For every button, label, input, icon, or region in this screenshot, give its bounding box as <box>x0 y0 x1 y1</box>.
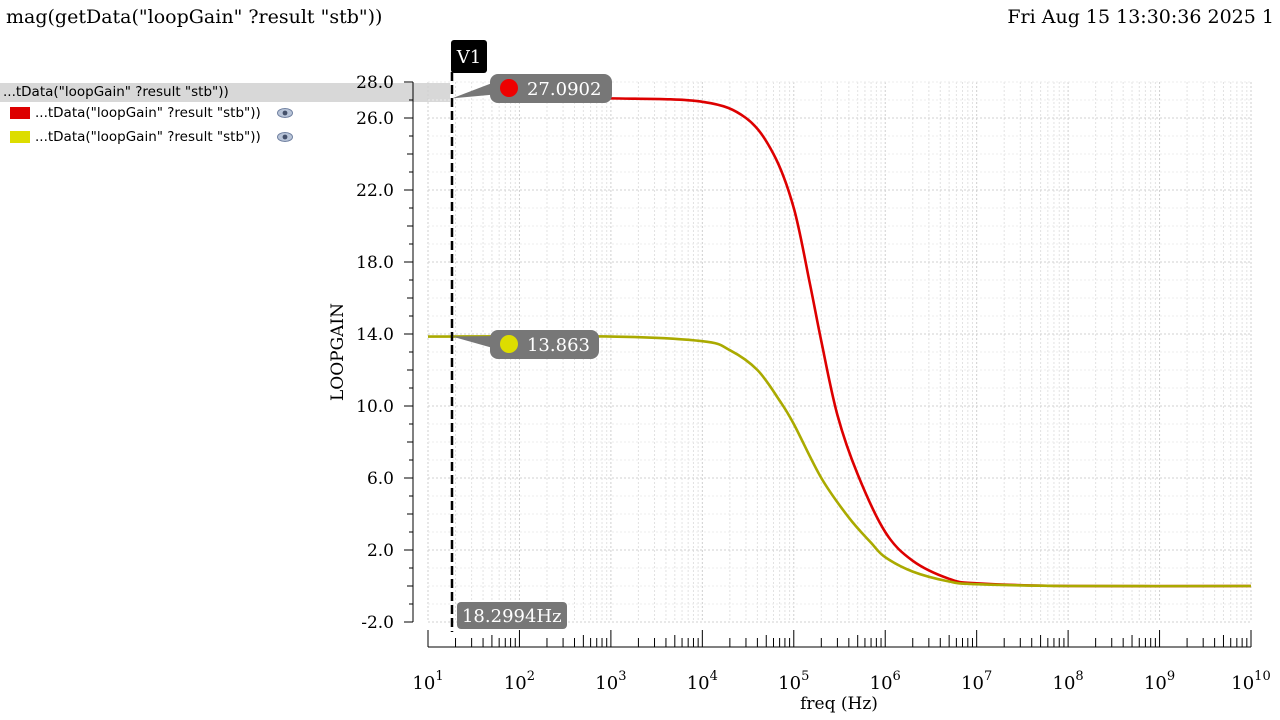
marker-name: V1 <box>456 47 481 68</box>
legend-group-label: ...tData("loopGain" ?result "stb")) <box>3 84 229 100</box>
legend-swatch-red <box>10 107 30 119</box>
series-layer <box>427 96 1252 588</box>
marker-tag <box>450 40 487 73</box>
y-tick-label: 22.0 <box>356 181 394 201</box>
x-tick-label: 1010 <box>1231 669 1270 694</box>
y-tick-label: 2.0 <box>367 541 394 561</box>
x-axis-label: freq (Hz) <box>800 694 878 714</box>
x-tick-label: 105 <box>778 669 809 694</box>
readout-dot <box>499 79 518 97</box>
x-tick-label-exponent: 3 <box>618 669 626 684</box>
x-tick-label-base: 10 <box>1231 673 1254 694</box>
x-tick-label-exponent: 5 <box>801 669 809 684</box>
y-tick-label: 18.0 <box>356 253 394 273</box>
readout-box <box>489 330 599 359</box>
x-tick-label-exponent: 1 <box>435 669 443 684</box>
x-tick-label-exponent: 8 <box>1075 669 1083 684</box>
vertical-marker-v1[interactable]: V1 18.2994Hz 27.0902 13.863 <box>450 40 612 632</box>
x-tick-label-exponent: 7 <box>984 669 992 684</box>
x-tick-label-exponent: 10 <box>1254 669 1271 684</box>
legend-item-yellow[interactable]: ...tData("loopGain" ?result "stb")) <box>10 127 294 147</box>
x-tick-label-base: 10 <box>412 673 435 694</box>
x-tick-label-base: 10 <box>687 673 710 694</box>
x-tick-label-base: 10 <box>778 673 801 694</box>
y-tick-label: 26.0 <box>356 109 394 129</box>
x-tick-label-exponent: 9 <box>1167 669 1175 684</box>
y-tick-label: -2.0 <box>361 613 394 633</box>
legend-item-label: ...tData("loopGain" ?result "stb")) <box>35 129 261 145</box>
timestamp: Fri Aug 15 13:30:36 2025 1 <box>1007 6 1274 28</box>
grid-lines <box>427 81 1252 623</box>
y-tick-label: 6.0 <box>367 469 394 489</box>
readout-value: 27.0902 <box>527 79 601 100</box>
plot-title: mag(getData("loopGain" ?result "stb")) <box>6 6 383 28</box>
legend-swatch-yellow <box>10 131 30 143</box>
x-tick-label-base: 10 <box>961 673 984 694</box>
readout-value: 13.863 <box>527 335 590 356</box>
x-tick-label: 108 <box>1053 669 1084 694</box>
readout-dot <box>499 335 518 353</box>
x-tick-label: 101 <box>412 669 443 694</box>
x-tick-label-exponent: 2 <box>527 669 535 684</box>
x-tick-label: 102 <box>504 669 535 694</box>
x-tick-label-base: 10 <box>504 673 527 694</box>
x-tick-label: 106 <box>870 669 901 694</box>
x-tick-label: 107 <box>961 669 992 694</box>
y-tick-label: 14.0 <box>356 325 394 345</box>
readout-pointer <box>451 80 500 99</box>
series-line-red <box>499 96 1252 588</box>
x-tick-label: 103 <box>595 669 626 694</box>
x-tick-label-base: 10 <box>1144 673 1167 694</box>
x-tick-label-base: 10 <box>595 673 618 694</box>
legend-item-red[interactable]: ...tData("loopGain" ?result "stb")) <box>10 103 294 123</box>
legend-item-label: ...tData("loopGain" ?result "stb")) <box>35 105 261 121</box>
x-tick-label: 104 <box>687 669 718 694</box>
x-tick-label-exponent: 6 <box>893 669 901 684</box>
marker-readout-0: 27.0902 <box>451 74 612 103</box>
x-tick-label-base: 10 <box>870 673 893 694</box>
readout-box <box>489 74 612 103</box>
x-axis: 101 102 103 104 105 106 107 108 109 1010 <box>412 630 1271 694</box>
eye-icon[interactable] <box>277 108 294 118</box>
marker-x-readout-box <box>456 602 567 629</box>
x-tick-label: 109 <box>1144 669 1175 694</box>
marker-x-readout: 18.2994Hz <box>462 606 562 627</box>
marker-readout-1: 13.863 <box>451 330 599 359</box>
series-line-yellow <box>427 334 1252 588</box>
y-tick-label: 10.0 <box>356 397 394 417</box>
x-tick-label-base: 10 <box>1053 673 1076 694</box>
y-axis: -2.0 2.0 6.0 10.0 14.0 18.0 22.0 26.0 28.0 <box>356 73 414 633</box>
eye-icon[interactable] <box>277 132 294 142</box>
x-tick-label-exponent: 4 <box>710 669 718 684</box>
readout-pointer <box>451 336 500 350</box>
legend-group-header[interactable]: ...tData("loopGain" ?result "stb")) <box>0 83 450 102</box>
y-axis-label: LOOPGAIN <box>328 303 348 401</box>
y-tick-label: 28.0 <box>356 73 394 93</box>
